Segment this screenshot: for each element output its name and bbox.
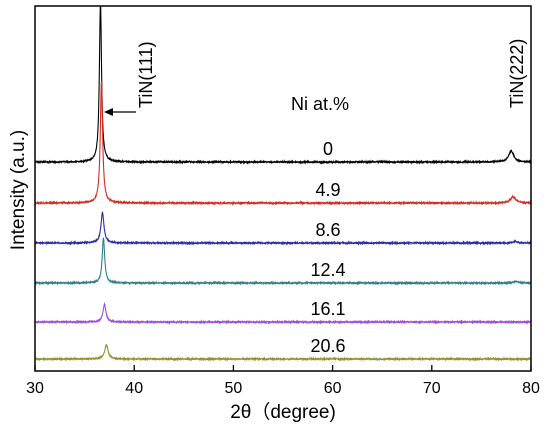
x-tick-label: 40: [125, 380, 143, 397]
series-label: 16.1: [310, 299, 345, 319]
series-line: [34, 301, 532, 325]
series-layer: [34, 5, 532, 362]
x-tick-label: 50: [225, 380, 243, 397]
series-label: 12.4: [310, 260, 345, 280]
x-tick-label: 60: [324, 380, 342, 397]
legend-title: Ni at.%: [291, 94, 349, 114]
y-axis-title: Intensity (a.u.): [8, 130, 29, 250]
plot-frame: [34, 5, 532, 372]
series-label: 20.6: [310, 336, 345, 356]
series-line: [34, 81, 532, 206]
peak-label-tin222: TiN(222): [507, 39, 527, 108]
series-line: [34, 211, 532, 246]
arrow-tin111: [104, 108, 136, 116]
x-tick-label: 70: [423, 380, 441, 397]
x-axis-ticks: 30 40 50 60 70 80: [26, 365, 540, 397]
x-axis-title: 2θ（degree): [230, 401, 336, 423]
series-label: 4.9: [315, 180, 340, 200]
series-line: [34, 343, 532, 362]
peak-label-tin111: TiN(111): [136, 41, 156, 108]
x-tick-label: 30: [26, 380, 44, 397]
series-line: [34, 5, 532, 165]
series-labels: 0 4.9 8.6 12.4 16.1 20.6: [310, 139, 345, 356]
series-label: 8.6: [315, 220, 340, 240]
series-line: [34, 236, 532, 286]
x-tick-label: 80: [522, 380, 540, 397]
series-label: 0: [323, 139, 333, 159]
